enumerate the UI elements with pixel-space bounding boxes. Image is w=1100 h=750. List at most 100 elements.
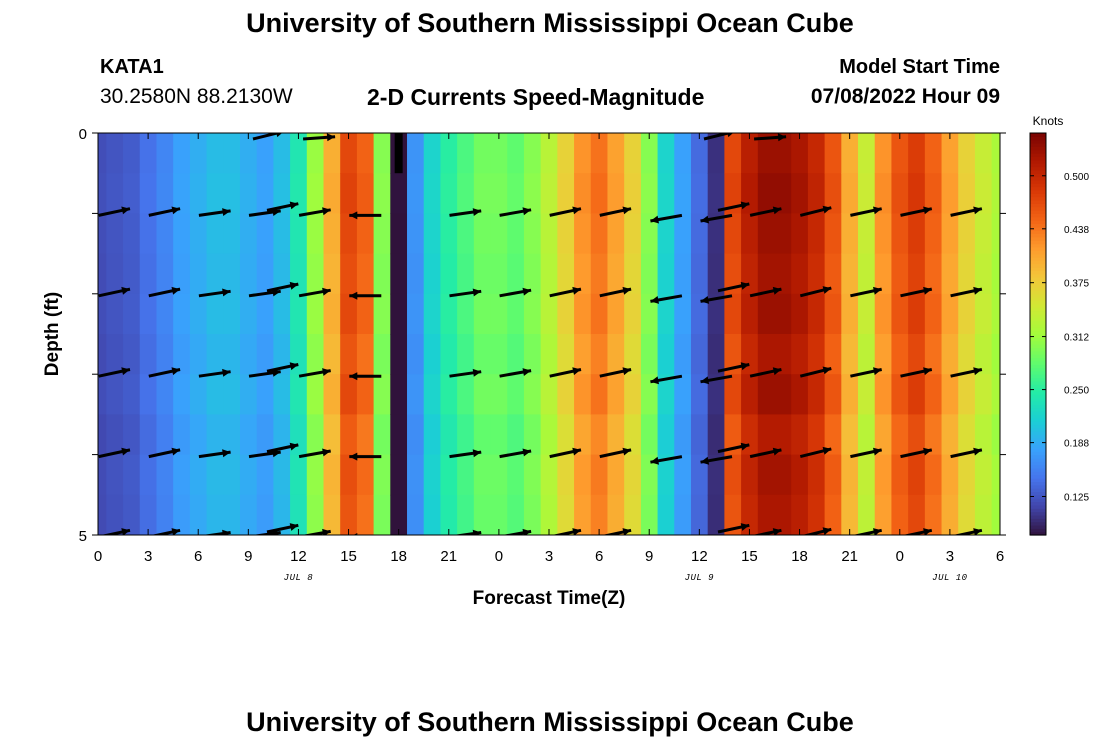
- velocity-vector: [852, 528, 883, 535]
- colorbar-tick-label: 0.312: [1064, 333, 1089, 344]
- velocity-vector: [549, 286, 582, 298]
- heatmap-cell: [407, 374, 425, 415]
- heatmap-cell: [707, 173, 725, 214]
- heatmap-cell: [423, 213, 442, 255]
- heatmap-cell: [323, 414, 341, 456]
- heatmap-cell: [824, 334, 842, 375]
- heatmap-cell: [173, 414, 191, 456]
- y-tick-label: 0: [79, 126, 87, 143]
- heatmap-cell: [189, 133, 208, 174]
- velocity-vector: [700, 213, 733, 224]
- heatmap-cell: [407, 213, 425, 255]
- heatmap-cell: [607, 374, 625, 415]
- heatmap-cell: [457, 213, 475, 255]
- x-axis-label: Forecast Time(Z): [473, 588, 626, 609]
- heatmap-cell: [223, 253, 241, 295]
- heatmap-cell: [440, 454, 458, 496]
- heatmap-cell: [807, 253, 826, 295]
- heatmap-cell: [824, 213, 842, 255]
- heatmap-cell: [640, 293, 659, 335]
- heatmap-cell: [106, 293, 124, 335]
- heatmap-cell: [757, 213, 776, 255]
- heatmap-cell: [457, 334, 475, 375]
- heatmap-cell: [306, 374, 325, 415]
- heatmap-cell: [189, 253, 208, 295]
- heatmap-cell: [741, 293, 759, 335]
- x-tick-label: 15: [340, 548, 357, 565]
- heatmap-cell: [306, 454, 325, 496]
- heatmap-cell: [457, 293, 475, 335]
- velocity-vector: [449, 288, 482, 298]
- heatmap-cell: [908, 454, 926, 496]
- heatmap-cell: [490, 213, 508, 255]
- heatmap-cell: [924, 173, 943, 214]
- heatmap-cell: [841, 293, 859, 335]
- colorbar-segment: [1030, 176, 1046, 181]
- heatmap-cell: [557, 414, 575, 456]
- heatmap-cell: [841, 494, 859, 535]
- heatmap-cell: [323, 454, 341, 496]
- heatmap-cell: [440, 414, 458, 456]
- velocity-vector: [551, 528, 582, 535]
- velocity-vector: [950, 286, 983, 298]
- heatmap-cell: [373, 414, 391, 456]
- vector-head: [289, 362, 299, 371]
- heatmap-cell: [941, 133, 959, 174]
- heatmap-cell: [640, 173, 659, 214]
- velocity-vector: [902, 528, 933, 535]
- x-tick-label: 15: [741, 548, 758, 565]
- colorbar-segment: [1030, 200, 1046, 204]
- heatmap-cell: [123, 494, 141, 535]
- heatmap-cell: [340, 494, 358, 535]
- velocity-vector: [148, 286, 181, 298]
- colorbar-segment: [1030, 484, 1046, 489]
- vector-head: [822, 527, 832, 535]
- heatmap-cell: [473, 293, 492, 335]
- colorbar-segment: [1030, 374, 1046, 379]
- velocity-vector: [950, 206, 983, 217]
- heatmap-cell: [390, 414, 408, 456]
- velocity-vector: [900, 286, 933, 298]
- heatmap-cell: [574, 253, 592, 295]
- heatmap-cell: [106, 414, 124, 456]
- vector-head: [650, 537, 659, 545]
- date-label: JUL 8: [284, 573, 314, 583]
- heatmap-cell: [373, 133, 391, 174]
- colorbar-segment: [1030, 186, 1046, 191]
- heatmap-cell: [189, 334, 208, 375]
- heatmap-cell: [356, 494, 375, 535]
- heatmap-cell: [941, 454, 959, 496]
- colorbar-segment: [1030, 297, 1046, 302]
- x-tick-label: 9: [244, 548, 252, 565]
- heatmap-cell: [724, 454, 742, 496]
- colorbar-segment: [1030, 471, 1046, 476]
- vector-head: [171, 367, 181, 376]
- colorbar-segment: [1030, 173, 1046, 178]
- heatmap-cell: [206, 334, 224, 375]
- velocity-vector: [298, 448, 331, 459]
- x-tick-label: 0: [94, 548, 102, 565]
- heatmap-cell: [173, 253, 191, 295]
- heatmap-cell: [156, 293, 174, 335]
- vector-head: [700, 296, 710, 304]
- heatmap-cell: [123, 334, 141, 375]
- colorbar-segment: [1030, 189, 1046, 194]
- heatmap-cell: [98, 414, 107, 456]
- heatmap-cell: [173, 334, 191, 375]
- heatmap-cell: [457, 253, 475, 295]
- vector-head: [740, 362, 750, 371]
- heatmap-cell: [106, 253, 124, 295]
- heatmap-cell: [390, 494, 408, 535]
- heatmap-cell: [757, 253, 776, 295]
- heatmap-cell: [490, 374, 508, 415]
- heatmap-cell: [858, 133, 876, 174]
- date-label: JUL 9: [685, 573, 715, 583]
- heatmap-cell: [590, 334, 609, 375]
- vector-head: [622, 447, 632, 456]
- heatmap-cell: [139, 173, 158, 214]
- vector-head: [873, 447, 882, 456]
- velocity-vector: [700, 294, 733, 304]
- heatmap-cell: [223, 213, 241, 255]
- heatmap-cell: [757, 293, 776, 335]
- heatmap-cell: [256, 494, 274, 535]
